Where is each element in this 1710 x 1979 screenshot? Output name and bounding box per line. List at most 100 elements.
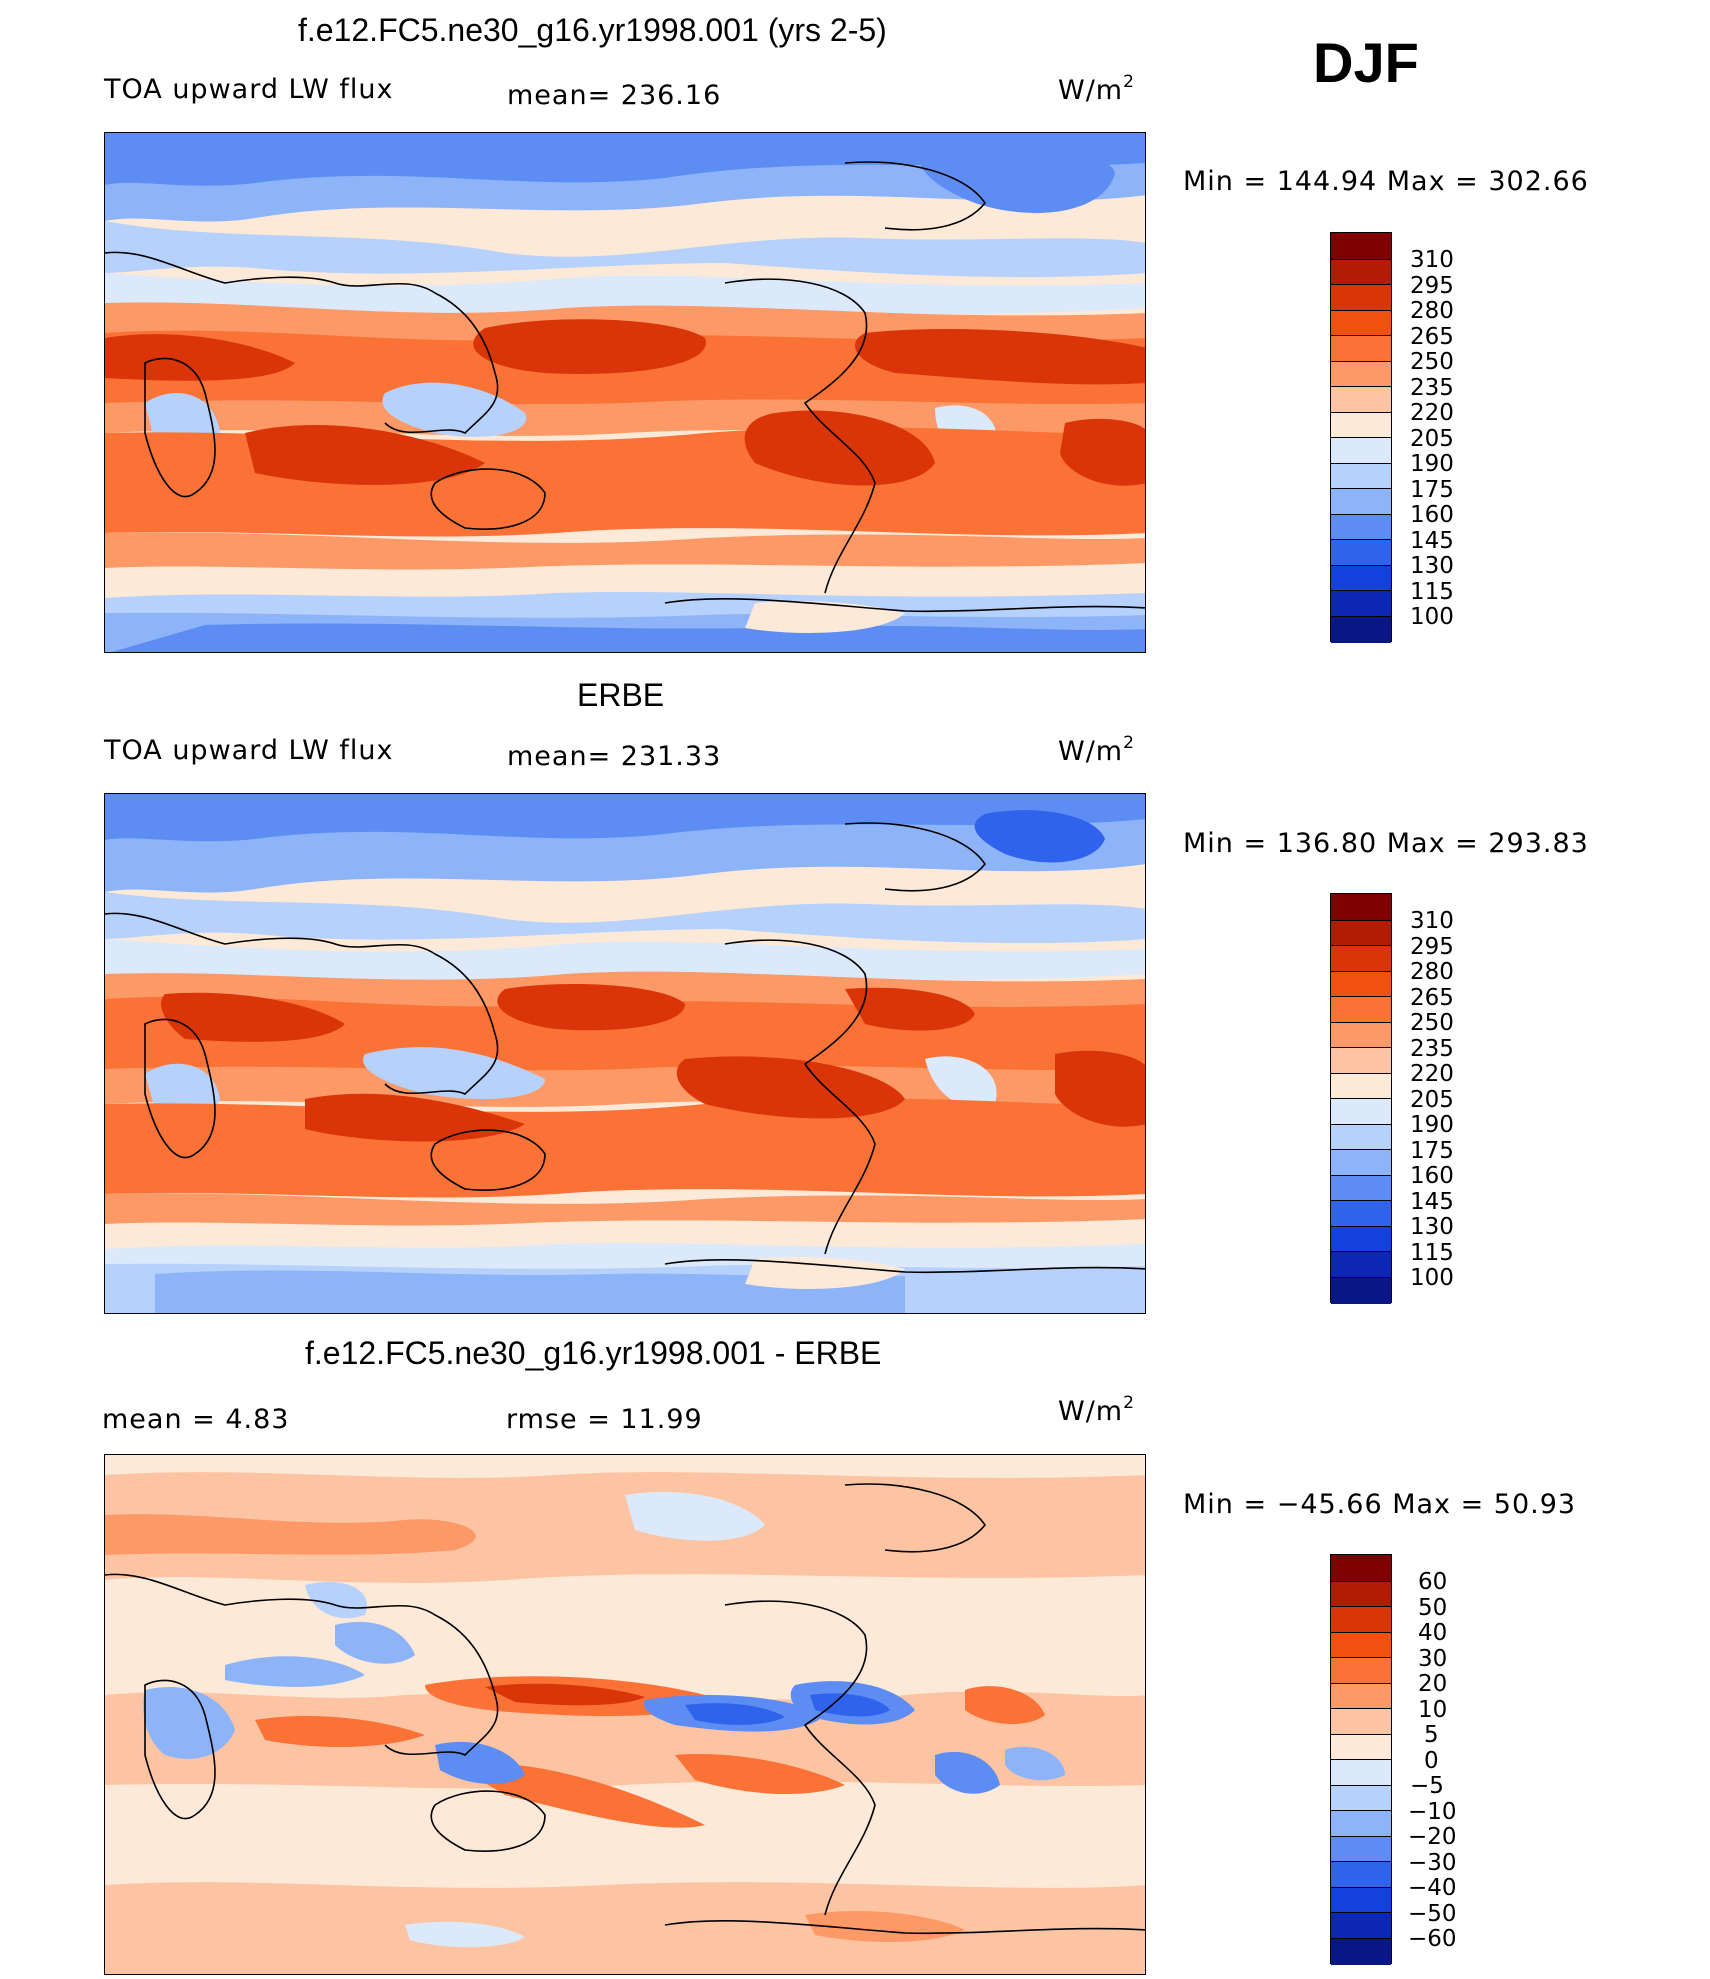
colorbar-tick-label: 20 xyxy=(1418,1671,1448,1697)
colorbar-tick-label: −20 xyxy=(1408,1824,1457,1850)
colorbar-tick-label: 145 xyxy=(1410,1189,1454,1215)
colorbar-tick-label: 205 xyxy=(1410,1087,1454,1113)
panel-obs-units: W/m2 xyxy=(1058,733,1135,767)
colorbar-cell xyxy=(1331,996,1391,1022)
season-label: DJF xyxy=(1313,31,1419,94)
colorbar-cell xyxy=(1331,1683,1391,1708)
colorbar-tick-label: 265 xyxy=(1410,985,1454,1011)
colorbar-cell xyxy=(1331,1810,1391,1836)
colorbar-tick-label: −30 xyxy=(1408,1850,1457,1876)
colorbar-cell xyxy=(1331,1175,1391,1200)
colorbar-tick-label: −5 xyxy=(1410,1773,1444,1799)
colorbar-tick-label: 160 xyxy=(1410,502,1454,528)
colorbar-tick-label: −40 xyxy=(1408,1875,1457,1901)
colorbar-tick-label: 160 xyxy=(1410,1163,1454,1189)
panel-obs-mean-label: mean= 231.33 xyxy=(507,741,722,772)
colorbar-cell xyxy=(1331,1047,1391,1073)
colorbar-tick-label: 310 xyxy=(1410,247,1454,273)
colorbar-cell xyxy=(1331,284,1391,310)
colorbar-tick-label: 40 xyxy=(1418,1620,1448,1646)
colorbar-tick-label: 190 xyxy=(1410,451,1454,477)
colorbar-cell xyxy=(1331,1581,1391,1606)
colorbar-tick-label: −50 xyxy=(1408,1901,1457,1927)
panel-obs-minmax: Min = 136.80 Max = 293.83 xyxy=(1183,828,1589,859)
colorbar-tick-label: 5 xyxy=(1424,1722,1439,1748)
colorbar-cell xyxy=(1331,1073,1391,1098)
colorbar-tick-label: −60 xyxy=(1408,1926,1457,1952)
colorbar-cell xyxy=(1331,1277,1391,1304)
panel-diff-map xyxy=(104,1454,1146,1975)
colorbar-cell xyxy=(1331,361,1391,386)
colorbar-cell xyxy=(1331,971,1391,996)
panel-diff-units: W/m2 xyxy=(1058,1393,1135,1427)
colorbar-cell xyxy=(1331,539,1391,565)
panel-model-colorbar xyxy=(1330,232,1392,643)
colorbar-tick-label: 145 xyxy=(1410,528,1454,554)
colorbar-cell xyxy=(1331,386,1391,412)
colorbar-cell xyxy=(1331,1657,1391,1683)
panel-model-map xyxy=(104,132,1146,653)
colorbar-tick-label: 295 xyxy=(1410,934,1454,960)
colorbar-cell xyxy=(1331,590,1391,616)
colorbar-tick-label: 310 xyxy=(1410,908,1454,934)
colorbar-cell xyxy=(1331,1149,1391,1175)
colorbar-cell xyxy=(1331,1022,1391,1047)
colorbar-cell xyxy=(1331,412,1391,437)
colorbar-tick-label: 50 xyxy=(1418,1595,1448,1621)
colorbar-tick-label: 60 xyxy=(1418,1569,1448,1595)
panel-model-title: f.e12.FC5.ne30_g16.yr1998.001 (yrs 2-5) xyxy=(298,12,887,48)
colorbar-cell xyxy=(1331,1632,1391,1657)
colorbar-cell xyxy=(1331,259,1391,284)
colorbar-cell xyxy=(1331,1734,1391,1759)
panel-obs-map xyxy=(104,793,1146,1314)
colorbar-cell xyxy=(1331,310,1391,335)
panel-diff-colorbar xyxy=(1330,1554,1392,1965)
colorbar-cell xyxy=(1331,565,1391,590)
colorbar-cell xyxy=(1331,1098,1391,1124)
colorbar-tick-label: 250 xyxy=(1410,1010,1454,1036)
colorbar-tick-label: 235 xyxy=(1410,375,1454,401)
colorbar-cell xyxy=(1331,1785,1391,1810)
colorbar-cell xyxy=(1331,1912,1391,1938)
colorbar-tick-label: 280 xyxy=(1410,959,1454,985)
colorbar-tick-label: −10 xyxy=(1408,1799,1457,1825)
colorbar-tick-label: 10 xyxy=(1418,1697,1448,1723)
colorbar-cell xyxy=(1331,1200,1391,1226)
colorbar-cell xyxy=(1331,920,1391,945)
panel-obs-title: ERBE xyxy=(577,677,665,713)
colorbar-tick-label: 175 xyxy=(1410,477,1454,503)
panel-diff-title: f.e12.FC5.ne30_g16.yr1998.001 - ERBE xyxy=(305,1335,882,1371)
colorbar-cell xyxy=(1331,335,1391,361)
panel-diff-rmse-label: rmse = 11.99 xyxy=(506,1404,703,1435)
colorbar-tick-label: 130 xyxy=(1410,553,1454,579)
colorbar-tick-label: 100 xyxy=(1410,1265,1454,1291)
colorbar-cell xyxy=(1331,437,1391,463)
colorbar-cell xyxy=(1331,1251,1391,1277)
colorbar-tick-label: 250 xyxy=(1410,349,1454,375)
colorbar-tick-label: 115 xyxy=(1410,579,1454,605)
panel-obs-variable-label: TOA upward LW flux xyxy=(104,735,394,766)
panel-diff-mean-label: mean = 4.83 xyxy=(102,1404,290,1435)
panel-model-mean-label: mean= 236.16 xyxy=(507,80,722,111)
colorbar-cell xyxy=(1331,1887,1391,1912)
colorbar-cell xyxy=(1331,894,1391,920)
colorbar-tick-label: 115 xyxy=(1410,1240,1454,1266)
colorbar-cell xyxy=(1331,488,1391,514)
colorbar-cell xyxy=(1331,945,1391,971)
colorbar-cell xyxy=(1331,233,1391,259)
colorbar-cell xyxy=(1331,1938,1391,1965)
colorbar-tick-label: 190 xyxy=(1410,1112,1454,1138)
colorbar-cell xyxy=(1331,1836,1391,1861)
colorbar-cell xyxy=(1331,616,1391,643)
colorbar-cell xyxy=(1331,514,1391,539)
colorbar-tick-label: 30 xyxy=(1418,1646,1448,1672)
colorbar-cell xyxy=(1331,463,1391,488)
colorbar-cell xyxy=(1331,1555,1391,1581)
colorbar-tick-label: 130 xyxy=(1410,1214,1454,1240)
colorbar-tick-label: 175 xyxy=(1410,1138,1454,1164)
colorbar-tick-label: 295 xyxy=(1410,273,1454,299)
colorbar-tick-label: 265 xyxy=(1410,324,1454,350)
colorbar-tick-label: 235 xyxy=(1410,1036,1454,1062)
colorbar-tick-label: 0 xyxy=(1424,1748,1439,1774)
colorbar-tick-label: 280 xyxy=(1410,298,1454,324)
